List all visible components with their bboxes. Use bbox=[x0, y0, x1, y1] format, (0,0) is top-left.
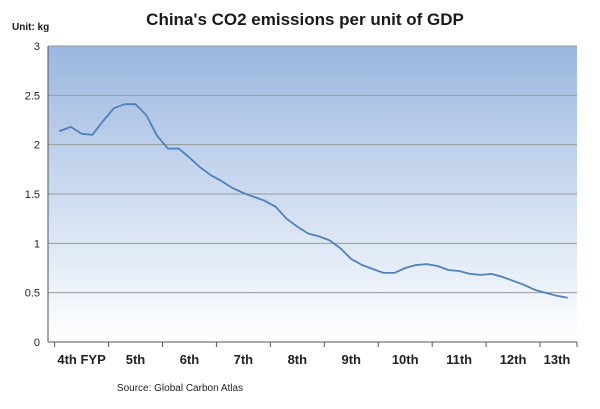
x-tick-label: 4th FYP bbox=[57, 352, 106, 367]
y-tick-label: 0 bbox=[34, 337, 40, 349]
y-tick-label: 3 bbox=[34, 41, 40, 53]
series-line bbox=[59, 103, 568, 299]
x-tick-label: 5th bbox=[126, 352, 146, 367]
unit-label: Unit: kg bbox=[12, 22, 49, 33]
x-tick-label: 8th bbox=[288, 352, 308, 367]
x-tick-label: 13th bbox=[544, 352, 571, 367]
x-tick-label: 7th bbox=[234, 352, 254, 367]
y-tick-label: 1 bbox=[34, 238, 40, 250]
x-tick-label: 12th bbox=[500, 352, 527, 367]
source-note: Source: Global Carbon Atlas bbox=[117, 383, 243, 394]
x-tick-label: 9th bbox=[342, 352, 362, 367]
chart-title: China's CO2 emissions per unit of GDP bbox=[146, 10, 464, 29]
x-tick-label: 6th bbox=[180, 352, 200, 367]
x-tick-label: 11th bbox=[446, 352, 472, 367]
y-tick-label: 2 bbox=[34, 140, 40, 152]
y-tick-label: 0.5 bbox=[25, 288, 40, 300]
y-tick-label: 2.5 bbox=[25, 90, 40, 102]
y-tick-label: 1.5 bbox=[25, 189, 40, 201]
x-tick-label: 10th bbox=[392, 352, 419, 367]
